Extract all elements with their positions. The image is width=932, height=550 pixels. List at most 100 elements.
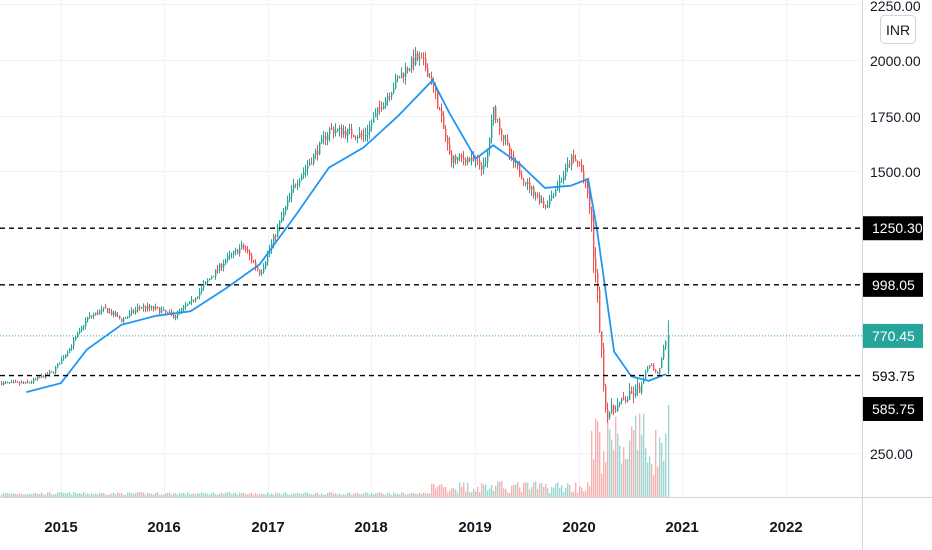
volume-bar <box>239 492 241 497</box>
candle-body <box>667 336 670 372</box>
volume-bar <box>461 486 463 497</box>
y-tick: 250.00 <box>870 446 913 462</box>
volume-bar <box>611 439 613 497</box>
volume-bar <box>667 405 670 497</box>
candle-body <box>329 128 331 135</box>
candle-body <box>593 221 595 259</box>
candle-body <box>217 269 219 271</box>
candle-body <box>367 132 369 135</box>
candle-body <box>571 155 573 166</box>
candle-body <box>491 119 493 139</box>
candle-body <box>113 312 115 315</box>
y-tick: 1750.00 <box>870 109 921 125</box>
volume-bar <box>607 416 609 497</box>
candle-body <box>609 412 611 418</box>
candle-body <box>343 131 345 135</box>
volume-bar <box>153 494 155 497</box>
candle-body <box>247 250 249 253</box>
volume-bar <box>603 451 605 497</box>
volume-bar <box>527 482 529 497</box>
candle-body <box>597 272 599 290</box>
candle-body <box>179 310 181 312</box>
volume-bar <box>169 492 171 497</box>
candle-body <box>285 206 287 212</box>
volume-bar <box>45 494 47 497</box>
candle-body <box>299 180 301 184</box>
candle-body <box>489 138 491 150</box>
volume-bar <box>429 493 431 497</box>
candle-body <box>119 315 121 319</box>
candle-body <box>193 299 195 301</box>
volume-bar <box>319 494 321 497</box>
volume-bar <box>455 489 457 497</box>
volume-bar <box>201 492 203 497</box>
candle-body <box>341 127 343 135</box>
currency-badge[interactable]: INR <box>880 15 916 44</box>
candle-body <box>129 313 131 317</box>
volume-bar <box>99 492 101 497</box>
candle-body <box>539 195 541 203</box>
candle-body <box>613 405 615 410</box>
volume-bar <box>181 493 183 497</box>
candle-body <box>371 122 373 126</box>
currency-label: INR <box>886 22 910 38</box>
volume-bar <box>301 493 303 497</box>
volume-bar <box>89 494 91 497</box>
volume-bar <box>409 493 411 497</box>
candle-body <box>57 363 59 368</box>
volume-bar <box>105 494 107 497</box>
volume-bar <box>499 481 501 497</box>
volume-bar <box>503 488 505 497</box>
volume-bar <box>347 492 349 497</box>
volume-bar <box>77 493 79 497</box>
candle-body <box>279 221 281 227</box>
candle-body <box>501 130 503 136</box>
candle-body <box>59 363 61 365</box>
candle-body <box>157 306 159 308</box>
candle-body <box>227 255 229 261</box>
candle-body <box>499 119 501 131</box>
volume-bar <box>7 492 9 497</box>
candle-body <box>547 205 549 208</box>
volume-bar <box>67 492 69 497</box>
candle-body <box>149 305 151 308</box>
candle-body <box>225 260 227 264</box>
candle-body <box>647 367 649 372</box>
volume-bar <box>333 493 335 497</box>
level-badge <box>863 216 923 241</box>
candle-body <box>89 315 91 318</box>
volume-bar <box>577 492 579 497</box>
candle-body <box>623 398 625 400</box>
price-axis[interactable]: 2250.00 2000.00 1750.00 1500.00 250.00 <box>870 0 921 462</box>
candle-body <box>87 317 89 321</box>
time-axis[interactable]: 2015 2016 2017 2018 2019 2020 2021 2022 <box>44 519 802 536</box>
volume-bar <box>407 494 409 497</box>
volume-bar <box>295 493 297 497</box>
volume-bar <box>193 493 195 497</box>
candle-body <box>327 134 329 140</box>
volume-bar <box>395 493 397 497</box>
candle-body <box>663 347 665 358</box>
x-tick: 2015 <box>44 519 77 536</box>
volume-bar <box>1 494 3 497</box>
candle-body <box>241 245 243 249</box>
volume-bar <box>505 488 507 497</box>
volume-bar <box>531 487 533 497</box>
volume-bar <box>79 493 81 497</box>
candle-body <box>377 107 379 113</box>
candle-body <box>639 386 641 393</box>
volume-bar <box>349 492 351 497</box>
volume-bar <box>281 494 283 497</box>
candle-body <box>17 381 19 383</box>
candle-body <box>521 175 523 180</box>
candle-body <box>519 165 521 176</box>
x-tick: 2016 <box>147 519 180 536</box>
candle-body <box>81 326 83 330</box>
volume-bar <box>29 493 31 497</box>
volume-bar <box>145 494 147 497</box>
volume-bar <box>435 488 437 497</box>
volume-bar <box>649 456 651 497</box>
volume-bar <box>385 494 387 497</box>
volume-bar <box>243 492 245 497</box>
